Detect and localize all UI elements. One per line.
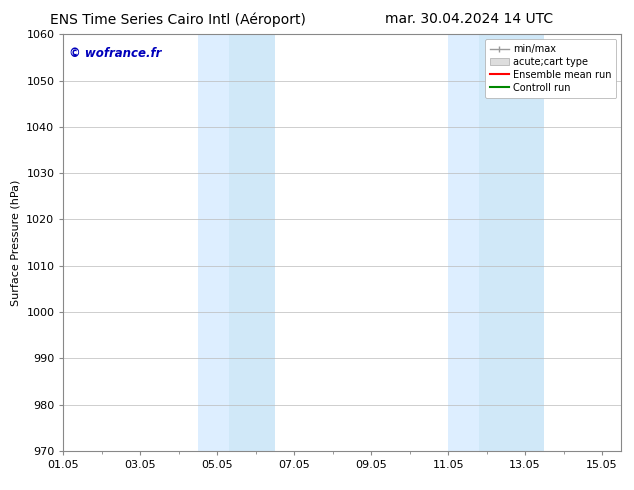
Text: ENS Time Series Cairo Intl (Aéroport): ENS Time Series Cairo Intl (Aéroport)	[49, 12, 306, 27]
Bar	[198, 34, 229, 451]
Bar	[448, 34, 479, 451]
Y-axis label: Surface Pressure (hPa): Surface Pressure (hPa)	[11, 179, 21, 306]
Legend: min/max, acute;cart type, Ensemble mean run, Controll run: min/max, acute;cart type, Ensemble mean …	[485, 39, 616, 98]
Bar	[229, 34, 275, 451]
Bar	[479, 34, 545, 451]
Text: mar. 30.04.2024 14 UTC: mar. 30.04.2024 14 UTC	[385, 12, 553, 26]
Text: © wofrance.fr: © wofrance.fr	[69, 47, 162, 60]
